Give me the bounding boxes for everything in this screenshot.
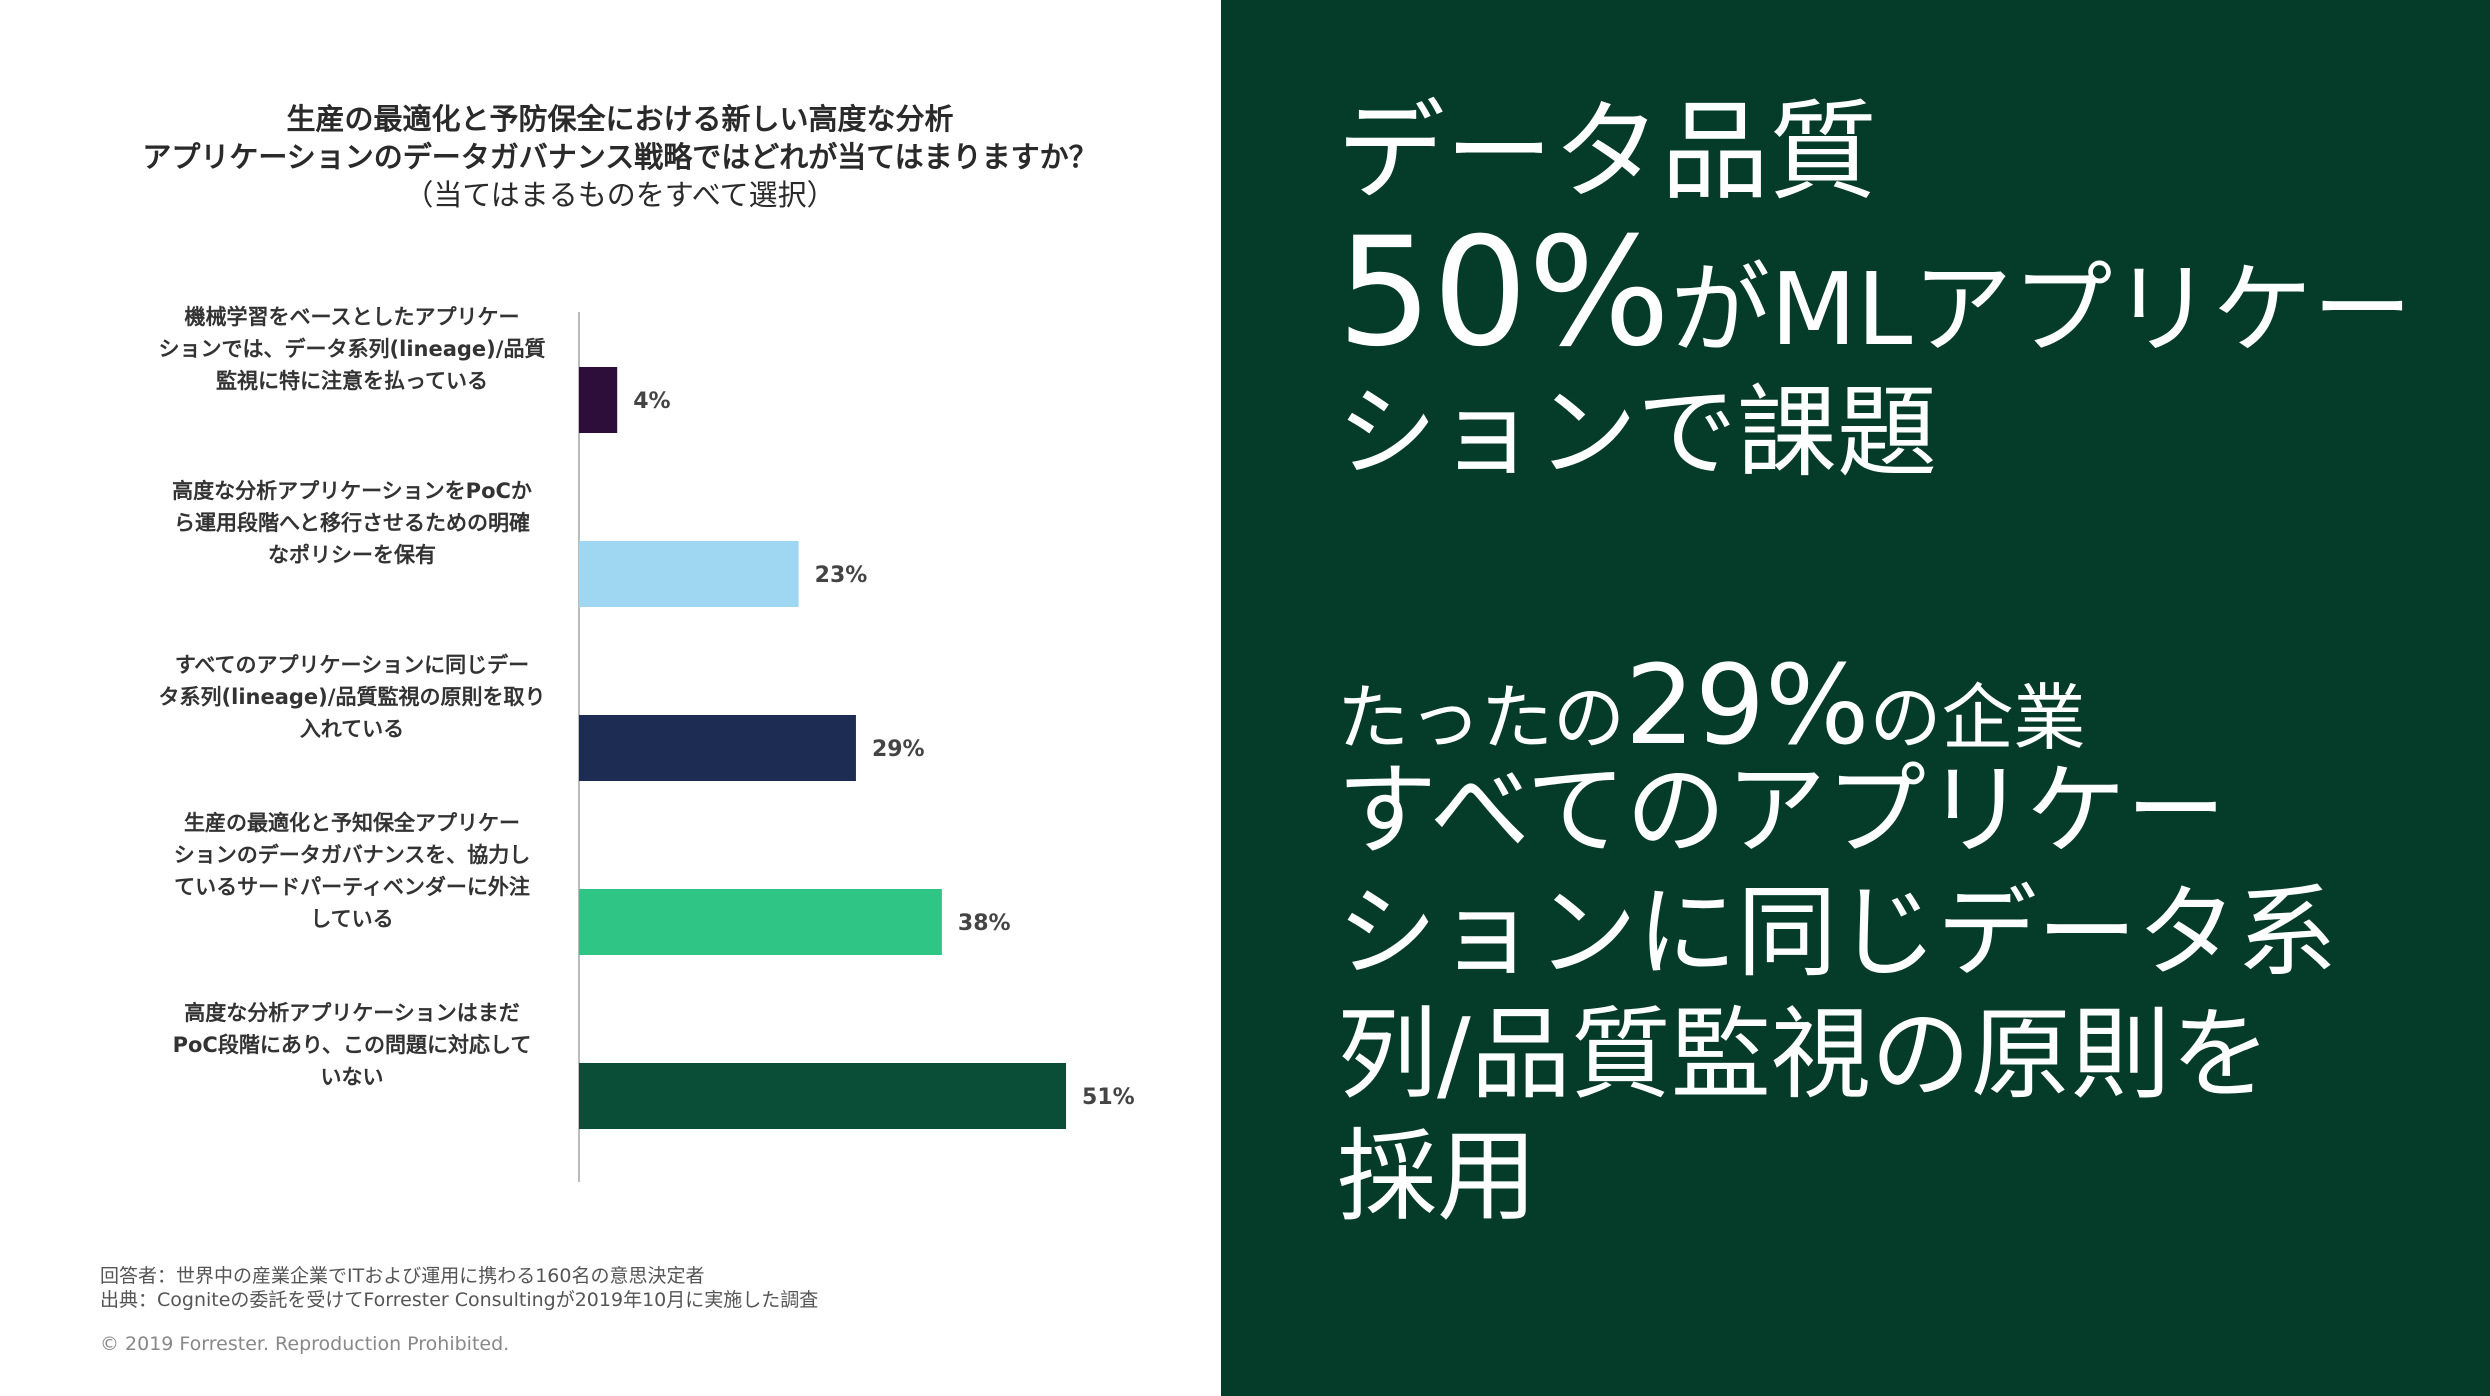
stat1-text: がMLアプリケー [1670,251,2413,368]
bar-4 [579,889,942,955]
category-label-4-line-1: 生産の最適化と予知保全アプリケー [184,811,520,835]
stat2-suffix: の企業 [1869,676,2086,760]
category-label-1-line-2: ションでは、データ系列(lineage)/品質 [159,337,546,361]
category-label-5-line-3: いない [321,1065,384,1089]
bar-value-label-2: 23% [815,563,868,588]
chart-title: 生産の最適化と予防保全における新しい高度な分析 アプリケーションのデータガバナン… [60,100,1180,214]
headline-stat1: 50%がMLアプリケー [1337,218,2413,375]
category-label-2-line-1: 高度な分析アプリケーションをPoCか [172,479,532,503]
body-line-3: 列/品質監視の原則を [1337,996,2271,1113]
stat2-prefix: たったの [1337,676,1626,760]
chart-subtitle: （当てはまるものをすべて選択） [404,178,836,212]
body-line-1: すべてのアプリケー [1337,752,2226,869]
stat2-number: 29% [1625,641,1870,769]
copyright-note: © 2019 Forrester. Reproduction Prohibite… [100,1333,510,1355]
category-label-4-line-4: している [310,907,393,931]
chart-notes: 回答者：世界中の産業企業でITおよび運用に携わる160名の意思決定者 出典：Co… [100,1264,818,1312]
bar-3 [579,715,856,781]
source-note: 出典：Cogniteの委託を受けてForrester Consultingが20… [100,1289,819,1311]
category-label-5-line-1: 高度な分析アプリケーションはまだ [184,1001,520,1025]
bar-value-label-5: 51% [1082,1085,1135,1110]
bar-2 [579,541,799,607]
category-label-4-line-3: ているサードパーティベンダーに外注 [174,875,530,899]
bar-value-label-4: 38% [958,911,1011,936]
chart-title-line2: アプリケーションのデータガバナンス戦略ではどれが当てはまりますか？ [142,140,1098,174]
bar-5 [579,1063,1067,1129]
chart-panel: 生産の最適化と予防保全における新しい高度な分析 アプリケーションのデータガバナン… [0,0,1221,1396]
respondents-note: 回答者：世界中の産業企業でITおよび運用に携わる160名の意思決定者 [100,1265,705,1287]
bar-1 [579,367,618,433]
headline-panel [1221,0,2490,1396]
body-line-2: ションに同じデータ系 [1337,874,2337,991]
bar-value-label-3: 29% [872,737,925,762]
category-label-1-line-1: 機械学習をベースとしたアプリケー [185,305,520,329]
body-line-4: 採用 [1337,1118,1537,1235]
category-label-3-line-1: すべてのアプリケーションに同じデー [175,653,529,677]
category-label-3-line-2: タ系列(lineage)/品質監視の原則を取り [159,685,546,709]
category-label-5-line-2: PoC段階にあり、この問題に対応して [173,1033,532,1057]
bar-value-label-1: 4% [633,389,670,414]
category-label-2-line-3: なポリシーを保有 [268,543,436,567]
category-label-3-line-3: 入れている [300,717,404,741]
headline-stat2: たったの29%の企業 [1337,650,2086,773]
bar-chart: 4% 機械学習をベースとしたアプリケーションでは、データ系列(lineage)/品… [159,305,1135,1182]
headline-title: データ品質 [1337,90,1878,215]
headline-stat1-line2: ションで課題 [1337,374,1937,491]
chart-title-line1: 生産の最適化と予防保全における新しい高度な分析 [286,102,954,136]
stat1-number: 50% [1337,206,1671,380]
category-label-2-line-2: ら運用段階へと移行させるための明確 [174,511,530,535]
headline-body: すべてのアプリケー ションに同じデータ系 列/品質監視の原則を 採用 [1337,750,2337,1238]
category-label-4-line-2: ションのデータガバナンスを、協力し [174,843,531,867]
category-label-1-line-3: 監視に特に注意を払っている [216,369,488,393]
